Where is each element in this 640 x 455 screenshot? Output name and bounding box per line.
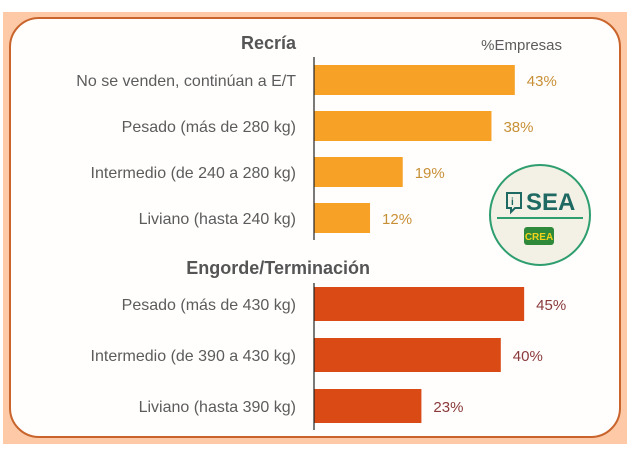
category-label: Liviano (hasta 390 kg) [139,399,296,416]
logo-ring [489,164,591,266]
category-label: Intermedio (de 390 a 430 kg) [91,348,296,365]
bar [314,157,403,187]
bar [314,111,492,141]
category-label: No se venden, continúan a E/T [76,73,296,90]
data-label: 38% [503,119,533,136]
group-title: Engorde/Terminación [186,258,370,278]
data-label: 12% [382,211,412,228]
bar [314,338,501,372]
category-label: Pesado (más de 430 kg) [122,297,296,314]
data-label: 43% [527,73,557,90]
logo-sea-text: SEA [526,189,575,216]
data-label: 45% [536,297,566,314]
category-label: Pesado (más de 280 kg) [122,119,296,136]
category-label: Liviano (hasta 240 kg) [139,211,296,228]
bar [314,65,515,95]
bar [314,389,422,423]
bar [314,203,371,233]
sea-crea-logo: i SEA CREA [489,164,591,266]
crea-badge [524,227,554,245]
bar [314,287,525,321]
data-label: 40% [513,348,543,365]
data-label: 19% [415,165,445,182]
info-bubble-icon: i [506,192,522,215]
category-label: Intermedio (de 240 a 280 kg) [91,165,296,182]
unit-label: %Empresas [481,37,562,54]
group-title: Recría [241,33,297,53]
svg-text:i: i [511,197,514,208]
data-label: 23% [433,399,463,416]
logo-crea-text: CREA [525,232,553,243]
